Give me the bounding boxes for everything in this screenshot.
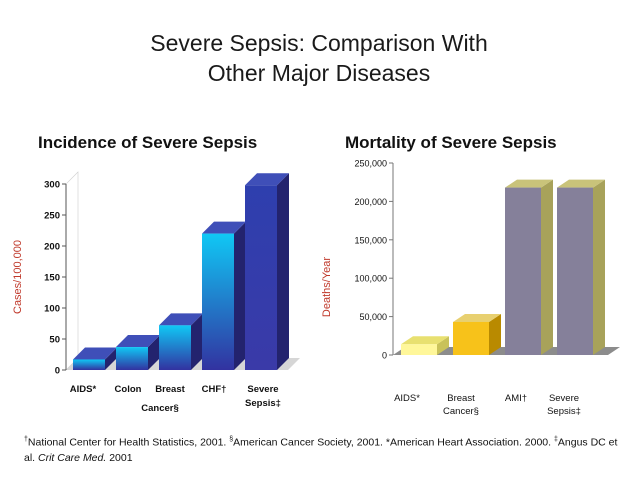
footnote-journal: Crit Care Med.	[38, 451, 107, 464]
incidence-bar-cap	[159, 313, 203, 326]
mortality-bar-cap	[453, 313, 501, 322]
mortality-chart-title: Mortality of Severe Sepsis	[345, 133, 557, 152]
incidence-y-tick-label: 0	[55, 366, 60, 377]
footnote-source-3: Angus DC et al.	[24, 436, 618, 464]
mortality-bar-side	[437, 336, 449, 355]
mortality-bar	[505, 187, 541, 355]
incidence-category-label: Colon	[115, 384, 142, 395]
incidence-bar	[116, 347, 148, 370]
incidence-bar-side	[277, 173, 289, 370]
incidence-chart-title: Incidence of Severe Sepsis	[38, 133, 258, 152]
footnote-year: 2001	[106, 451, 133, 464]
mortality-bar-side	[489, 313, 501, 355]
footnote: †National Center for Health Statistics, …	[24, 432, 624, 466]
incidence-bar	[245, 185, 277, 370]
incidence-category-label: Severe	[247, 384, 278, 395]
incidence-category-label-line2: Sepsis‡	[245, 398, 281, 409]
mortality-category-label: AIDS*	[394, 393, 420, 404]
incidence-bar	[73, 359, 105, 370]
incidence-bar-side	[148, 335, 160, 370]
incidence-y-tick-label: 300	[44, 180, 60, 191]
mortality-bar	[453, 321, 489, 355]
mortality-bar	[557, 187, 593, 355]
footnote-source-1: National Center for Health Statistics, 2…	[27, 436, 230, 449]
incidence-bar-side	[191, 313, 203, 370]
slide-title: Severe Sepsis: Comparison With Other Maj…	[0, 28, 638, 88]
slide-title-line2: Other Major Diseases	[207, 60, 431, 86]
footnote-source-2: American Cancer Society, 2001. *American…	[233, 436, 554, 449]
incidence-category-label-line2: Cancer§	[141, 403, 179, 414]
incidence-y-axis-label: Cases/100,000	[12, 240, 24, 314]
mortality-bar-cap	[401, 336, 449, 345]
mortality-bar	[401, 344, 437, 355]
mortality-bar-cap	[557, 179, 605, 188]
mortality-y-axis-label: Deaths/Year	[321, 257, 333, 317]
mortality-bar-side	[593, 179, 605, 355]
mortality-bar-cap	[505, 179, 553, 188]
mortality-y-tick-label: 250,000	[354, 159, 387, 169]
mortality-y-tick-label: 100,000	[354, 274, 387, 284]
mortality-category-label-line2: Sepsis‡	[547, 406, 581, 417]
mortality-category-label: AMI†	[505, 393, 527, 404]
incidence-category-label: Breast	[155, 384, 185, 395]
incidence-bar-cap	[116, 335, 160, 348]
mortality-y-tick-label: 150,000	[354, 235, 387, 245]
mortality-y-tick-label: 50,000	[359, 312, 387, 322]
footnote-mark-1: †	[24, 436, 28, 443]
incidence-y-tick-label: 250	[44, 211, 60, 222]
incidence-category-label: AIDS*	[70, 384, 97, 395]
mortality-category-label: Severe	[549, 393, 579, 404]
incidence-bar-side	[105, 347, 117, 370]
mortality-category-label-line2: Cancer§	[443, 406, 479, 417]
incidence-bar	[159, 325, 191, 370]
incidence-y-tick-label: 150	[44, 273, 60, 284]
incidence-bar-cap	[202, 221, 246, 234]
slide-title-line1: Severe Sepsis: Comparison With	[150, 30, 488, 56]
incidence-bar	[202, 233, 234, 370]
mortality-bar-side	[541, 179, 553, 355]
incidence-y-tick-label: 50	[49, 335, 60, 346]
footnote-mark-2: §	[229, 436, 234, 443]
footnote-mark-3: ‡	[553, 436, 558, 443]
mortality-category-label: Breast	[447, 393, 475, 404]
incidence-bar-cap	[73, 347, 117, 360]
incidence-y-tick-label: 100	[44, 304, 60, 315]
mortality-y-tick-label: 0	[382, 351, 387, 361]
incidence-category-label: CHF†	[202, 384, 227, 395]
mortality-y-tick-label: 200,000	[354, 197, 387, 207]
incidence-bar-side	[234, 221, 246, 370]
incidence-bar-cap	[245, 173, 289, 186]
incidence-y-tick-label: 200	[44, 242, 60, 253]
